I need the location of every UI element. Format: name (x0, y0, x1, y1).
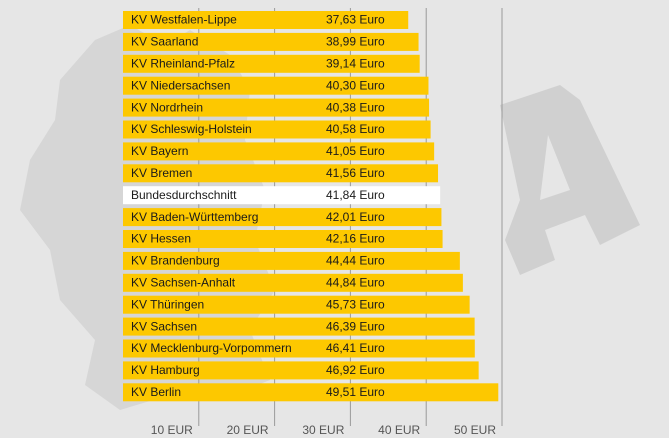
x-tick-label: 50 EUR (454, 423, 496, 437)
x-tick-label: 10 EUR (151, 423, 193, 437)
category-label: Bundesdurchschnitt (131, 188, 237, 202)
bar (123, 317, 475, 336)
value-label: 42,16 Euro (326, 232, 385, 246)
category-label: KV Baden-Württemberg (131, 210, 258, 224)
bar (123, 142, 435, 161)
category-label: KV Rheinland-Pfalz (131, 56, 235, 70)
value-label: 46,92 Euro (326, 363, 385, 377)
category-label: KV Hamburg (131, 363, 200, 377)
x-tick-label: 20 EUR (227, 423, 269, 437)
bar (123, 11, 409, 29)
bar (123, 295, 470, 314)
value-label: 40,38 Euro (326, 100, 385, 114)
bar (123, 230, 443, 248)
x-tick-label: 40 EUR (378, 423, 420, 437)
bar (123, 186, 441, 205)
bar (123, 164, 439, 183)
category-label: KV Bayern (131, 144, 188, 158)
category-label: KV Saarland (131, 35, 198, 49)
category-label: KV Brandenburg (131, 254, 220, 268)
value-label: 49,51 Euro (326, 385, 385, 399)
value-label: 44,84 Euro (326, 275, 385, 289)
category-label: KV Berlin (131, 385, 181, 399)
bar (123, 76, 429, 95)
category-label: KV Sachsen (131, 319, 197, 333)
category-label: KV Hessen (131, 232, 191, 246)
value-label: 38,99 Euro (326, 35, 385, 49)
bar (123, 32, 419, 51)
category-label: KV Nordrhein (131, 100, 203, 114)
category-label: KV Schleswig-Holstein (131, 122, 252, 136)
value-label: 46,41 Euro (326, 341, 385, 355)
category-label: KV Westfalen-Lippe (131, 13, 237, 27)
bar (123, 361, 479, 380)
value-label: 41,84 Euro (326, 188, 385, 202)
category-label: KV Thüringen (131, 297, 204, 311)
value-label: 42,01 Euro (326, 210, 385, 224)
value-label: 40,30 Euro (326, 78, 385, 92)
value-label: 40,58 Euro (326, 122, 385, 136)
category-label: KV Mecklenburg-Vorpommern (131, 341, 292, 355)
bar (123, 251, 460, 270)
value-label: 37,63 Euro (326, 13, 385, 27)
pharmacy-symbol (500, 85, 640, 275)
pharmacy-symbol-hole (540, 135, 570, 200)
value-label: 45,73 Euro (326, 297, 385, 311)
bar (123, 54, 420, 73)
x-tick-label: 30 EUR (302, 423, 344, 437)
category-label: KV Bremen (131, 166, 192, 180)
value-label: 46,39 Euro (326, 319, 385, 333)
bar (123, 120, 431, 139)
bar (123, 98, 430, 117)
category-label: KV Niedersachsen (131, 78, 230, 92)
value-label: 41,05 Euro (326, 144, 385, 158)
category-label: KV Sachsen-Anhalt (131, 275, 236, 289)
bar (123, 339, 475, 358)
bar (123, 208, 442, 227)
bar (123, 273, 463, 292)
value-label: 41,56 Euro (326, 166, 385, 180)
bar (123, 383, 499, 402)
value-label: 39,14 Euro (326, 56, 385, 70)
value-label: 44,44 Euro (326, 254, 385, 268)
